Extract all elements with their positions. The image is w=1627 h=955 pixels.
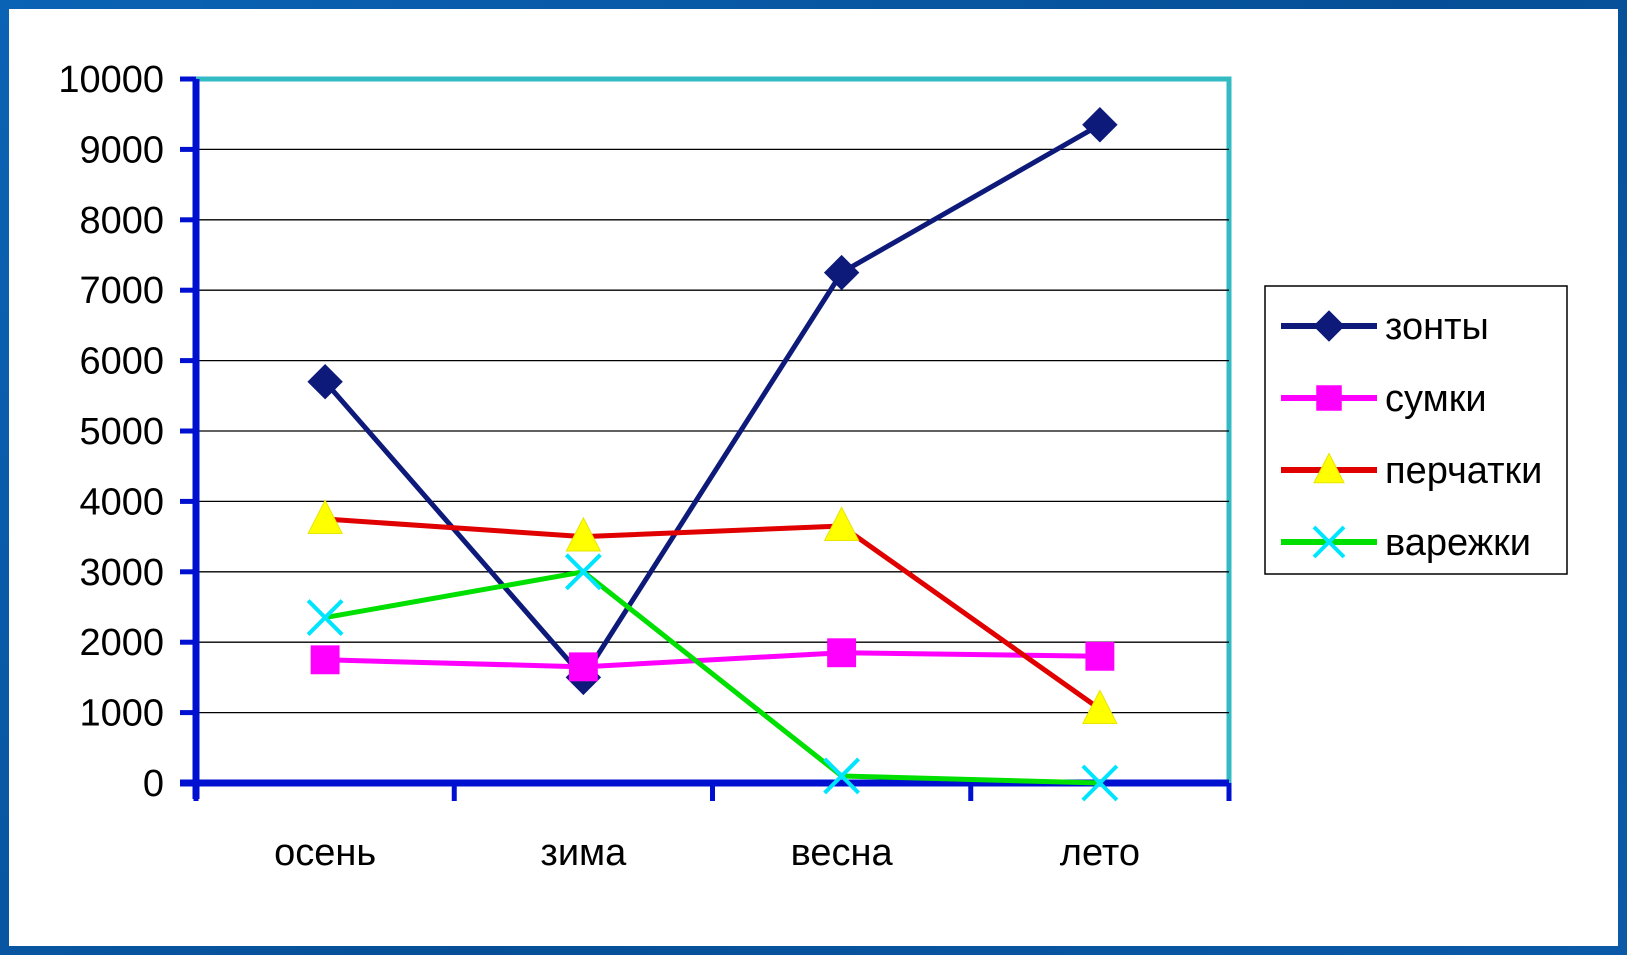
x-tick-label: осень (274, 832, 376, 874)
data-point-3 (823, 506, 860, 541)
y-tick-label: 7000 (79, 270, 164, 312)
y-tick-label: 10000 (58, 59, 164, 101)
y-tick-label: 4000 (79, 481, 164, 523)
data-point-2 (827, 638, 857, 668)
series-line-4 (324, 569, 1100, 786)
data-point-4 (823, 757, 861, 795)
data-point-1 (823, 254, 860, 291)
data-point-2 (1085, 641, 1115, 671)
legend-label: перчатки (1385, 450, 1542, 492)
data-point-2 (568, 652, 598, 682)
data-point-1 (307, 364, 343, 400)
x-tick-label: весна (791, 832, 894, 874)
legend-marker (1312, 525, 1346, 559)
legend-label: сумки (1385, 378, 1487, 420)
y-tick-label: 8000 (79, 200, 164, 242)
y-tick-label: 6000 (79, 341, 164, 383)
plot-area-border (196, 76, 1232, 783)
y-tick-label: 0 (143, 763, 164, 805)
data-point-3 (1082, 689, 1118, 725)
series-line-2 (325, 650, 1100, 670)
y-tick-label: 5000 (79, 411, 164, 453)
series-line-3 (324, 516, 1102, 712)
x-tick-label: зима (540, 832, 627, 874)
legend-marker (1313, 310, 1345, 342)
data-point-3 (565, 516, 602, 552)
y-tick-label: 1000 (79, 693, 164, 735)
y-tick-label: 9000 (79, 129, 164, 171)
legend-label: варежки (1385, 522, 1531, 564)
legend-label: зонты (1385, 306, 1489, 348)
x-tick-label: лето (1060, 832, 1140, 874)
legend-marker (1313, 452, 1345, 484)
data-point-2 (310, 645, 340, 675)
y-tick-label: 2000 (79, 622, 164, 664)
data-point-4 (564, 553, 602, 591)
data-point-1 (1082, 107, 1118, 143)
y-tick-label: 3000 (79, 552, 164, 594)
legend-marker (1316, 385, 1342, 411)
data-point-3 (307, 499, 343, 534)
data-point-4 (1081, 764, 1119, 802)
data-point-4 (306, 599, 344, 636)
